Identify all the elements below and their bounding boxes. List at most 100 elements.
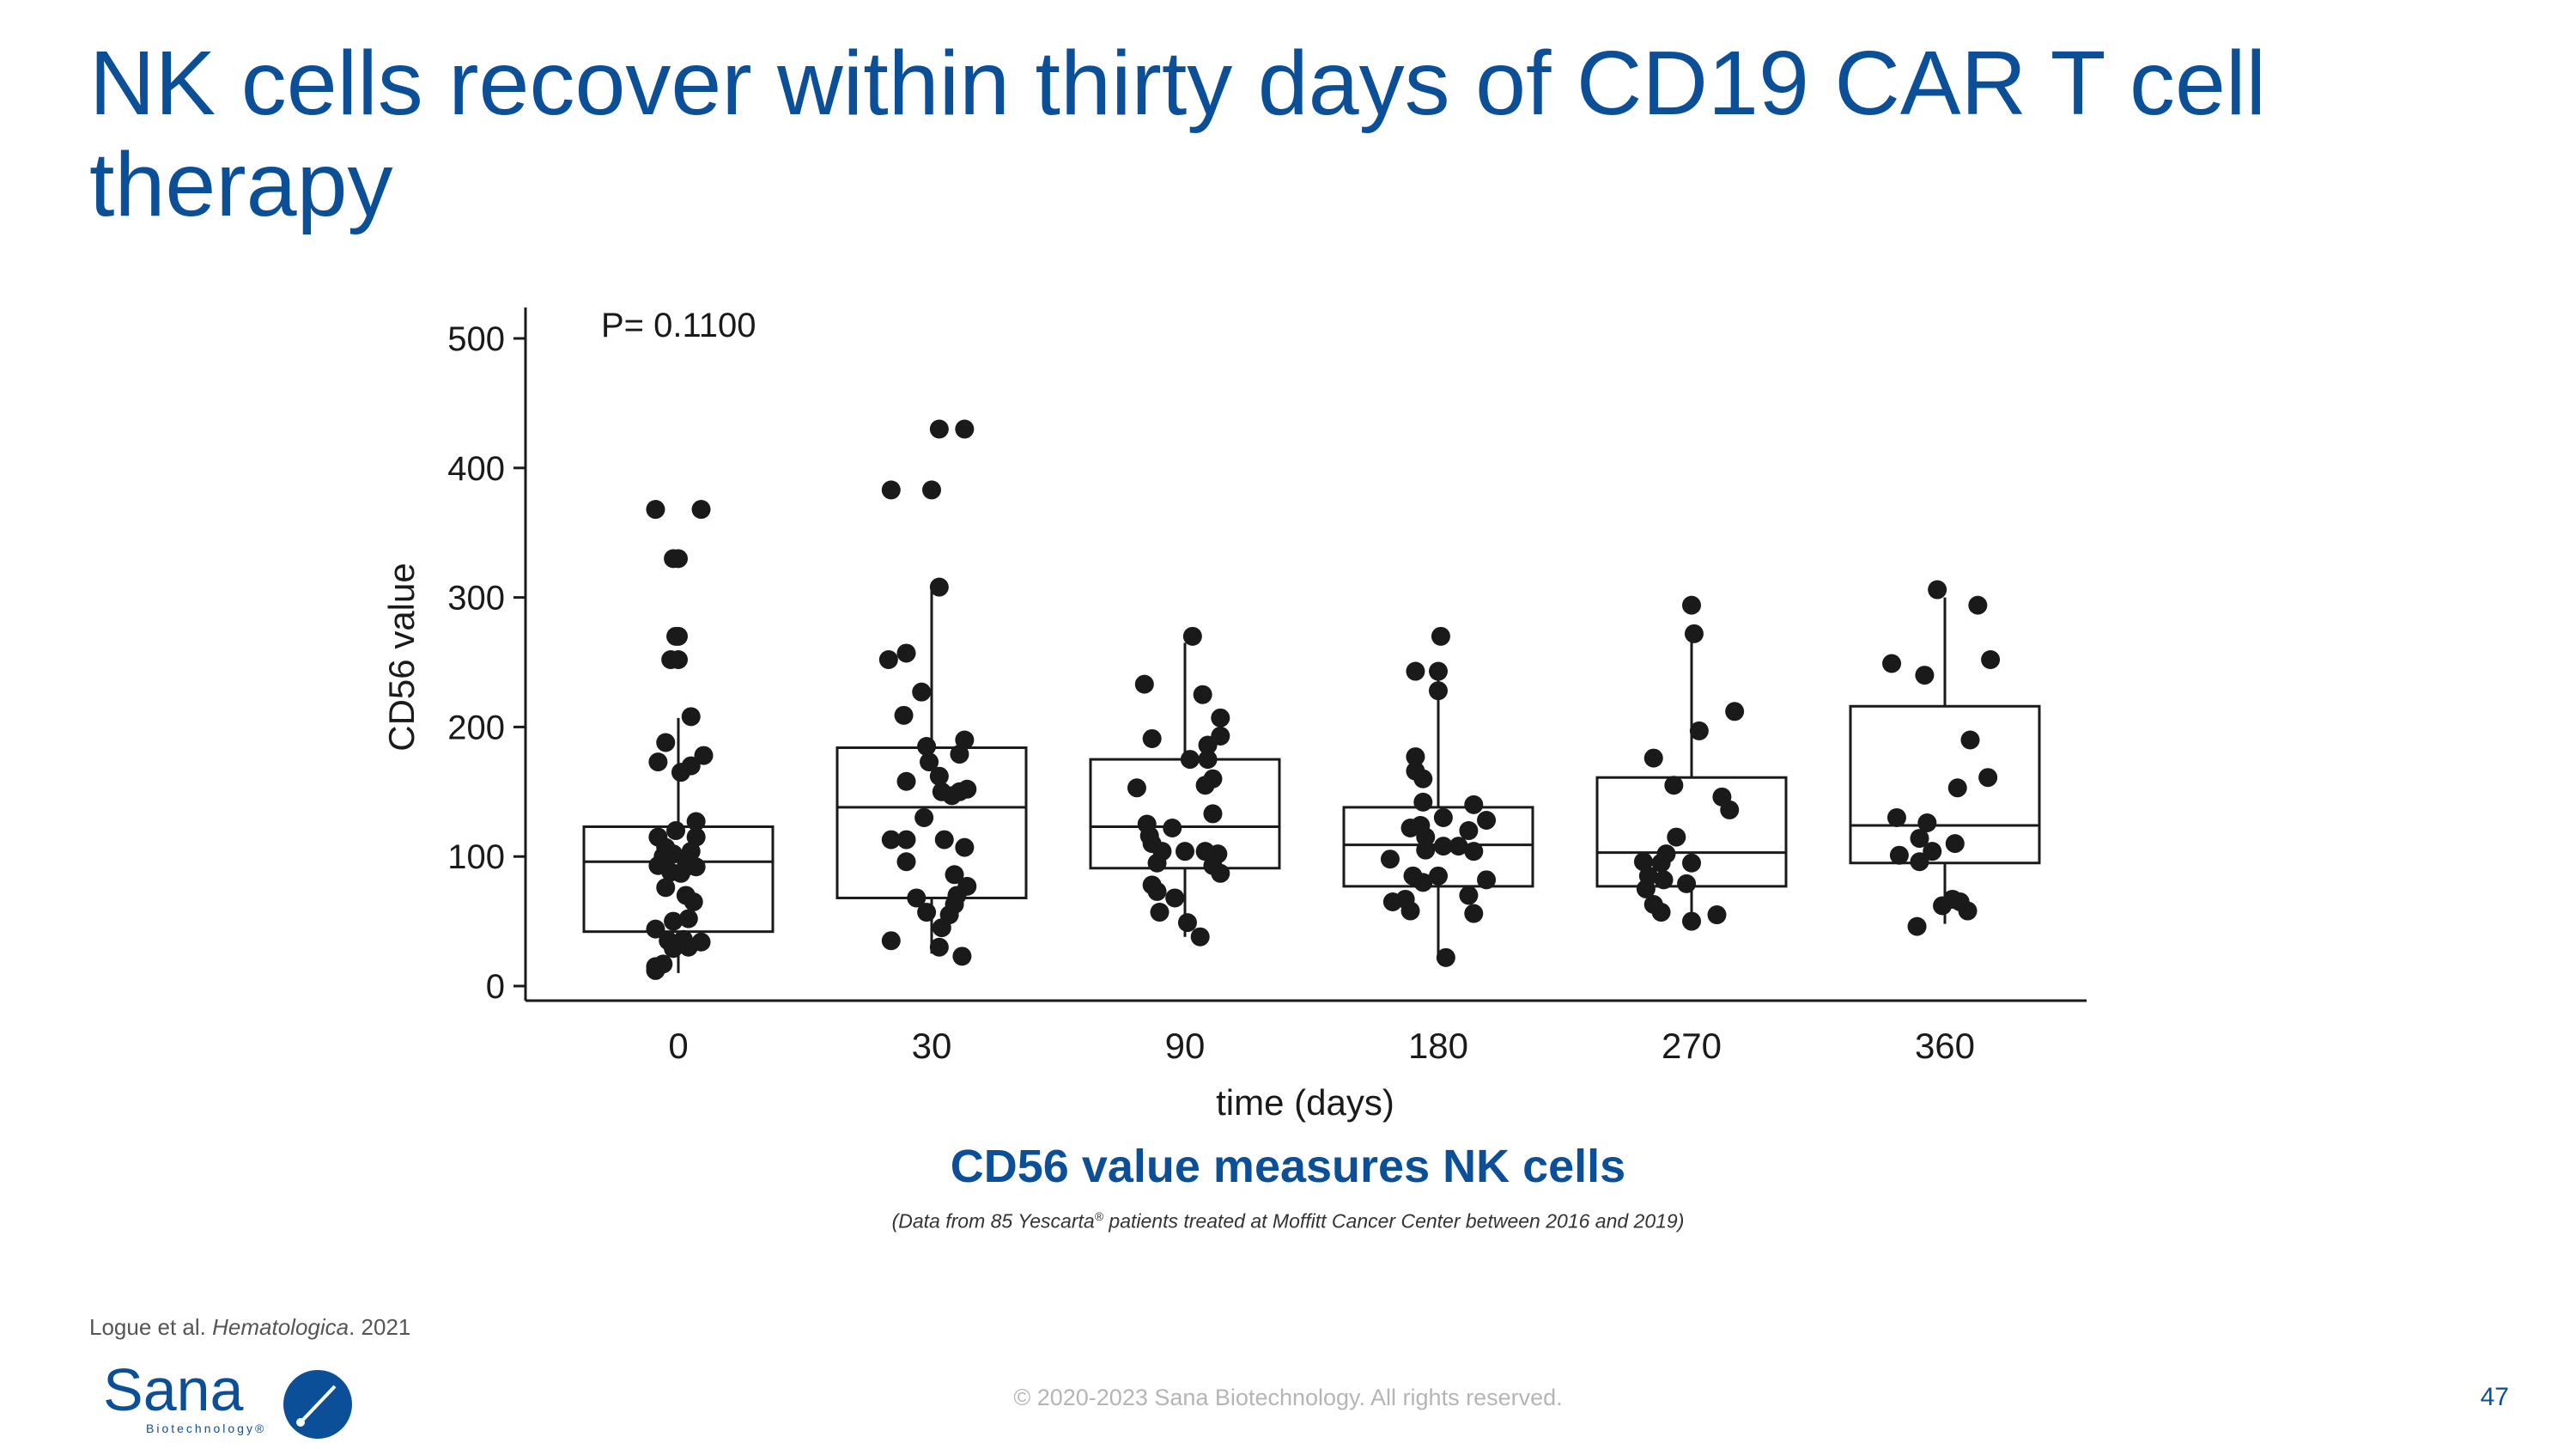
data-point — [646, 919, 665, 939]
data-point — [1684, 624, 1704, 643]
data-point — [1127, 778, 1146, 798]
y-tick-label: 400 — [447, 450, 505, 488]
data-point — [671, 763, 690, 782]
data-point — [1190, 927, 1210, 947]
data-point — [1720, 800, 1740, 819]
data-point — [917, 903, 937, 922]
data-point — [1917, 813, 1937, 832]
data-point — [669, 549, 688, 569]
data-point — [1928, 580, 1947, 600]
data-point — [1449, 837, 1468, 856]
data-point — [1636, 879, 1656, 898]
data-point — [1433, 837, 1453, 856]
data-point — [1910, 852, 1929, 872]
data-point — [1429, 681, 1448, 701]
data-point — [896, 830, 916, 849]
citation: Logue et al. Hematologica. 2021 — [89, 1314, 410, 1341]
data-point — [1947, 778, 1967, 798]
data-point — [656, 733, 676, 752]
data-point — [957, 779, 977, 799]
data-point — [1180, 750, 1200, 770]
data-point — [878, 649, 898, 669]
data-point — [1651, 853, 1671, 873]
slide-title: NK cells recover within thirty days of C… — [89, 33, 2267, 235]
data-point — [914, 807, 934, 827]
data-point — [922, 480, 941, 500]
data-point — [669, 626, 688, 646]
data-point — [648, 752, 668, 772]
data-point — [1923, 842, 1942, 861]
data-point — [1416, 827, 1436, 847]
data-point — [646, 500, 665, 520]
x-tick-label: 90 — [1165, 1026, 1206, 1066]
x-tick-label: 180 — [1408, 1026, 1468, 1066]
x-tick-label: 0 — [668, 1026, 688, 1066]
data-point — [894, 705, 914, 725]
data-point — [1960, 730, 1980, 750]
x-tick-label: 270 — [1662, 1026, 1722, 1066]
data-point — [1416, 840, 1436, 860]
logo-subtext: Biotechnology® — [146, 1422, 266, 1435]
y-tick-label: 300 — [447, 580, 505, 618]
data-point — [1413, 792, 1433, 812]
data-point — [1134, 674, 1154, 694]
data-point — [686, 857, 706, 877]
data-point — [955, 419, 975, 439]
data-point — [1667, 827, 1686, 847]
data-point — [1433, 807, 1453, 827]
copyright-notice: © 2020-2023 Sana Biotechnology. All righ… — [1013, 1385, 1563, 1410]
data-point — [1195, 776, 1215, 795]
data-point — [1654, 870, 1674, 890]
data-point — [952, 947, 972, 966]
data-point — [1978, 768, 1998, 788]
data-point — [1165, 888, 1185, 908]
data-point — [1413, 873, 1433, 892]
data-point — [686, 812, 706, 831]
data-point — [1182, 626, 1202, 646]
data-point — [955, 730, 975, 750]
data-point — [1882, 654, 1902, 673]
data-point — [1682, 595, 1701, 615]
data-point — [881, 480, 901, 500]
data-point — [920, 752, 939, 772]
data-point — [1459, 886, 1479, 905]
data-point — [1689, 721, 1709, 740]
data-point — [1968, 595, 1988, 615]
y-tick-label: 200 — [447, 709, 505, 746]
data-point — [929, 577, 949, 597]
citation-journal: Hematologica — [212, 1314, 349, 1340]
data-point — [907, 888, 927, 908]
data-point — [1142, 728, 1162, 748]
data-point — [1889, 845, 1909, 865]
data-point — [1682, 853, 1701, 873]
box-series — [582, 584, 2041, 973]
data-point — [1436, 947, 1455, 967]
data-point — [932, 918, 951, 938]
data-point — [1643, 748, 1663, 768]
data-point — [664, 911, 683, 931]
sana-logo: Sana Biotechnology® — [103, 1357, 352, 1439]
data-point — [671, 863, 690, 883]
x-axis-label: time (days) — [1216, 1082, 1394, 1123]
data-point — [681, 707, 701, 727]
footnote-text-start: (Data from 85 Yescarta — [891, 1209, 1095, 1233]
box-90 — [1089, 642, 1281, 937]
logo-wordmark: Sana — [103, 1357, 244, 1423]
data-point — [1477, 810, 1497, 830]
data-point — [1707, 905, 1727, 925]
iqr-box — [1849, 704, 2041, 865]
data-point — [929, 419, 949, 439]
data-point — [1886, 807, 1906, 827]
data-point — [666, 821, 686, 841]
data-point — [1915, 666, 1935, 685]
data-point — [694, 746, 714, 765]
data-point — [1177, 913, 1197, 933]
data-point — [1198, 750, 1218, 770]
data-point — [896, 643, 916, 663]
data-point — [1211, 708, 1230, 728]
data-point — [1981, 649, 2001, 669]
x-tick-label: 30 — [912, 1026, 952, 1066]
data-point — [669, 649, 688, 669]
registered-mark: ® — [1094, 1209, 1104, 1223]
data-point — [1464, 842, 1484, 861]
